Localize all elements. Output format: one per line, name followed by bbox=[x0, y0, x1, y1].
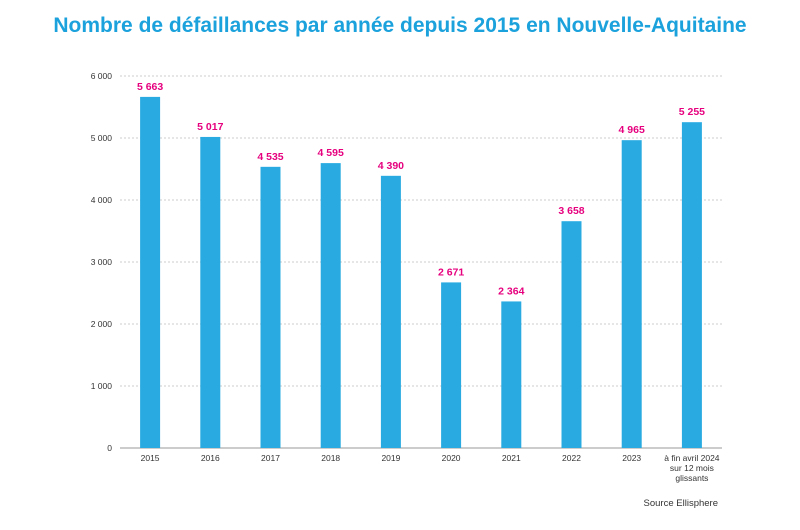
x-tick-label: 2019 bbox=[381, 453, 400, 463]
bars bbox=[140, 96, 702, 449]
x-tick-label-line: glissants bbox=[675, 473, 708, 483]
value-labels: 5 663 5 017 4 535 4 595 4 390 2 671 2 364 3 658… bbox=[137, 81, 705, 298]
y-tick-label: 0 bbox=[107, 443, 112, 453]
data-label: 4 535 bbox=[257, 151, 283, 163]
x-tick-label-line: 2020 bbox=[442, 453, 461, 463]
bar bbox=[260, 166, 281, 448]
x-tick-label-line: 2019 bbox=[381, 453, 400, 463]
x-tick-label-line: 2016 bbox=[201, 453, 220, 463]
x-tick-label: 2023 bbox=[622, 453, 641, 463]
data-label: 5 017 bbox=[197, 121, 223, 133]
x-tick-label: 2021 bbox=[502, 453, 521, 463]
x-tick-label-line: à fin avril 2024 bbox=[664, 453, 720, 463]
bar bbox=[621, 140, 642, 449]
bar bbox=[140, 96, 161, 449]
data-label: 4 965 bbox=[619, 124, 645, 136]
chart-title: Nombre de défaillances par année depuis … bbox=[53, 14, 747, 37]
bar bbox=[320, 163, 341, 449]
x-tick-label: 2015 bbox=[141, 453, 160, 463]
x-tick-label-line: 2017 bbox=[261, 453, 280, 463]
x-tick-label: 2016 bbox=[201, 453, 220, 463]
data-label: 3 658 bbox=[558, 205, 584, 217]
y-tick-label: 5 000 bbox=[91, 133, 113, 143]
y-tick-label: 4 000 bbox=[91, 195, 113, 205]
data-label: 2 364 bbox=[498, 285, 524, 297]
y-tick-label: 6 000 bbox=[91, 71, 113, 81]
source-note: Source Ellisphere bbox=[643, 498, 718, 509]
data-label: 4 390 bbox=[378, 160, 404, 172]
y-tick-label: 3 000 bbox=[91, 257, 113, 267]
x-tick-label: 2017 bbox=[261, 453, 280, 463]
data-label: 5 663 bbox=[137, 81, 163, 93]
bar bbox=[561, 221, 582, 448]
data-label: 2 671 bbox=[438, 266, 464, 278]
bar bbox=[501, 301, 522, 448]
data-label: 5 255 bbox=[679, 106, 705, 118]
x-tick-label-line: 2023 bbox=[622, 453, 641, 463]
bar bbox=[200, 136, 221, 449]
x-tick-label-line: 2015 bbox=[141, 453, 160, 463]
x-tick-label: 2020 bbox=[442, 453, 461, 463]
x-tick-label-line: 2022 bbox=[562, 453, 581, 463]
bar bbox=[380, 175, 401, 448]
bar bbox=[441, 282, 462, 448]
y-tick-label: 1 000 bbox=[91, 381, 113, 391]
x-tick-label: 2018 bbox=[321, 453, 340, 463]
data-label: 4 595 bbox=[318, 147, 344, 159]
x-tick-label-line: 2018 bbox=[321, 453, 340, 463]
x-tick-label: 2022 bbox=[562, 453, 581, 463]
gridlines bbox=[120, 75, 722, 449]
y-tick-label: 2 000 bbox=[91, 319, 113, 329]
x-tick-label: à fin avril 2024 sur 12 mois glissants bbox=[664, 453, 720, 483]
x-tick-label-line: sur 12 mois bbox=[670, 463, 714, 473]
x-tick-label-line: 2021 bbox=[502, 453, 521, 463]
x-axis-ticks: 2015 2016 2017 2018 2019 2020 2021 2022 2023 à fi… bbox=[141, 453, 720, 483]
bar bbox=[681, 122, 702, 448]
y-axis-ticks: 0 1 000 2 000 3 000 4 000 5 000 6 000 bbox=[91, 71, 113, 453]
